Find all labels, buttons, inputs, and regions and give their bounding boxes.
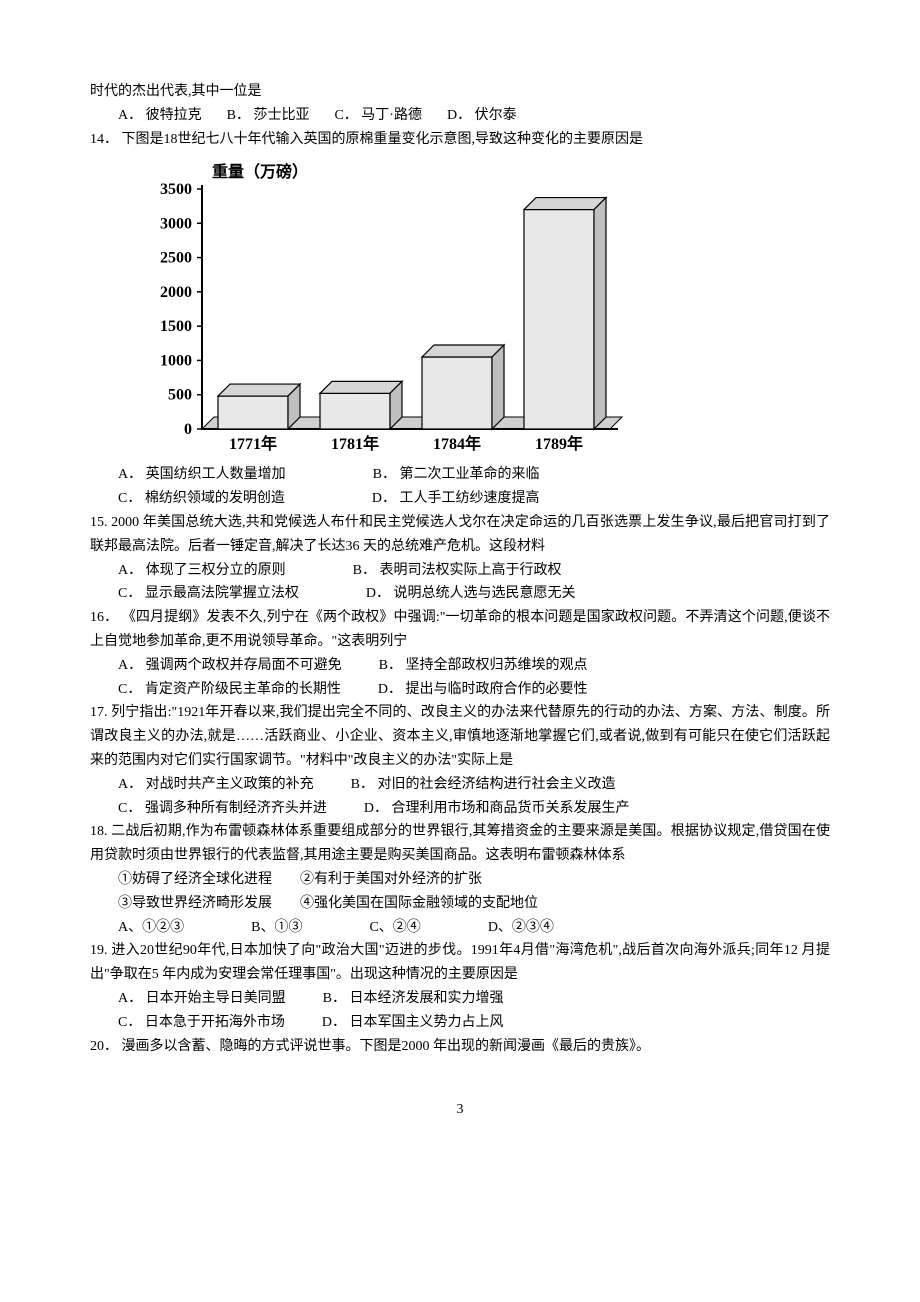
svg-text:1789年: 1789年 [535, 434, 583, 453]
q17-opt-b: B． 对旧的社会经济结构进行社会主义改造 [351, 777, 616, 792]
q13-opt-c: C． 马丁·路德 [334, 108, 422, 123]
q17-opt-c: C． 强调多种所有制经济齐头并进 [118, 801, 327, 816]
q17-opt-d: D． 合理利用市场和商品货币关系发展生产 [364, 801, 630, 816]
svg-text:2000: 2000 [160, 284, 192, 301]
q18-opt-b: B、①③ [251, 920, 302, 935]
q17-opt-a: A． 对战时共产主义政策的补充 [118, 777, 314, 792]
q13-opt-d: D． 伏尔泰 [447, 108, 517, 123]
q15-opt-a: A． 体现了三权分立的原则 [118, 563, 286, 578]
q15-opt-b: B． 表明司法权实际上高于行政权 [353, 563, 562, 578]
q16-opt-c: C． 肯定资产阶级民主革命的长期性 [118, 682, 341, 697]
q18-opt-c: C、②④ [369, 920, 420, 935]
q15-opt-d: D． 说明总统人选与选民意愿无关 [366, 586, 576, 601]
q15-options-row1: A． 体现了三权分立的原则 B． 表明司法权实际上高于行政权 [118, 559, 830, 583]
svg-text:0: 0 [184, 421, 192, 438]
q14-stem: 14． 下图是18世纪七八十年代输入英国的原棉重量变化示意图,导致这种变化的主要… [90, 128, 830, 152]
q16-opt-b: B． 坚持全部政权归苏维埃的观点 [379, 658, 588, 673]
svg-text:1771年: 1771年 [229, 434, 277, 453]
q16-options-row1: A． 强调两个政权并存局面不可避免 B． 坚持全部政权归苏维埃的观点 [118, 654, 830, 678]
q18-options: A、①②③ B、①③ C、②④ D、②③④ [118, 916, 830, 940]
q16-opt-a: A． 强调两个政权并存局面不可避免 [118, 658, 342, 673]
q15-options-row2: C． 显示最高法院掌握立法权 D． 说明总统人选与选民意愿无关 [118, 582, 830, 606]
q16-stem: 16． 《四月提纲》发表不久,列宁在《两个政权》中强调:"一切革命的根本问题是国… [90, 606, 830, 654]
q18-items-2: ③导致世界经济畸形发展 ④强化美国在国际金融领域的支配地位 [118, 892, 830, 916]
q14-opt-c: C． 棉纺织领域的发明创造 [118, 491, 285, 506]
q16-opt-d: D． 提出与临时政府合作的必要性 [378, 682, 588, 697]
q19-options-row2: C． 日本急于开拓海外市场 D． 日本军国主义势力占上风 [118, 1011, 830, 1035]
q14-options-row1: A． 英国纺织工人数量增加 B． 第二次工业革命的来临 [118, 463, 830, 487]
q20-stem: 20． 漫画多以含蓄、隐晦的方式评说世事。下图是2000 年出现的新闻漫画《最后… [90, 1035, 830, 1059]
page-number: 3 [90, 1098, 830, 1122]
q15-stem: 15. 2000 年美国总统大选,共和党候选人布什和民主党候选人戈尔在决定命运的… [90, 511, 830, 559]
q18-opt-a: A、①②③ [118, 920, 184, 935]
svg-text:1781年: 1781年 [331, 434, 379, 453]
svg-text:1000: 1000 [160, 353, 192, 370]
svg-text:500: 500 [168, 387, 192, 404]
q18-items-1: ①妨碍了经济全球化进程 ②有利于美国对外经济的扩张 [118, 868, 830, 892]
q13-stem-tail: 时代的杰出代表,其中一位是 [90, 80, 830, 104]
q13-opt-b: B． 莎士比亚 [227, 108, 310, 123]
q14-opt-d: D． 工人手工纺纱速度提高 [372, 491, 540, 506]
q14-opt-a: A． 英国纺织工人数量增加 [118, 467, 286, 482]
q17-stem: 17. 列宁指出:"1921年开春以来,我们提出完全不同的、改良主义的办法来代替… [90, 701, 830, 772]
svg-text:1500: 1500 [160, 319, 192, 336]
q19-opt-b: B． 日本经济发展和实力增强 [323, 991, 504, 1006]
svg-text:2500: 2500 [160, 250, 192, 267]
q19-options-row1: A． 日本开始主导日美同盟 B． 日本经济发展和实力增强 [118, 987, 830, 1011]
svg-text:1784年: 1784年 [433, 434, 481, 453]
q18-opt-d: D、②③④ [488, 920, 554, 935]
q15-opt-c: C． 显示最高法院掌握立法权 [118, 586, 299, 601]
q14-opt-b: B． 第二次工业革命的来临 [373, 467, 540, 482]
q19-opt-a: A． 日本开始主导日美同盟 [118, 991, 286, 1006]
svg-text:3500: 3500 [160, 181, 192, 198]
bar-chart-svg: 0 500 1000 1500 2000 2500 3000 3500 重量（万磅） 1771年 1… [130, 159, 630, 459]
q17-options-row2: C． 强调多种所有制经济齐头并进 D． 合理利用市场和商品货币关系发展生产 [118, 797, 830, 821]
q19-stem: 19. 进入20世纪90年代,日本加快了向"政治大国"迈进的步伐。1991年4月… [90, 939, 830, 987]
q18-stem: 18. 二战后初期,作为布雷顿森林体系重要组成部分的世界银行,其筹措资金的主要来… [90, 820, 830, 868]
q19-opt-c: C． 日本急于开拓海外市场 [118, 1015, 285, 1030]
q16-options-row2: C． 肯定资产阶级民主革命的长期性 D． 提出与临时政府合作的必要性 [118, 678, 830, 702]
q19-opt-d: D． 日本军国主义势力占上风 [322, 1015, 504, 1030]
q13-opt-a: A． 彼特拉克 [118, 108, 202, 123]
svg-text:重量（万磅）: 重量（万磅） [212, 162, 308, 181]
q14-options-row2: C． 棉纺织领域的发明创造 D． 工人手工纺纱速度提高 [118, 487, 830, 511]
svg-text:3000: 3000 [160, 216, 192, 233]
q17-options-row1: A． 对战时共产主义政策的补充 B． 对旧的社会经济结构进行社会主义改造 [118, 773, 830, 797]
q14-chart: 0 500 1000 1500 2000 2500 3000 3500 重量（万磅） 1771年 1… [130, 159, 830, 459]
q13-options: A． 彼特拉克 B． 莎士比亚 C． 马丁·路德 D． 伏尔泰 [118, 104, 830, 128]
